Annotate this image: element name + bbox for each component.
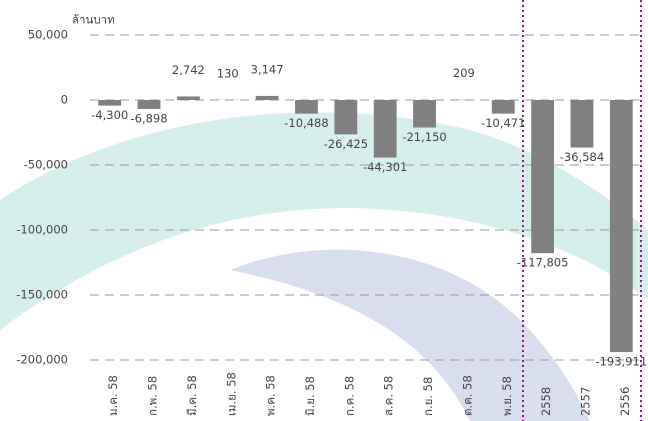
value-label: -36,584 — [560, 150, 604, 164]
x-tick-label: ต.ค. 58 — [460, 375, 474, 416]
x-tick-label: พ.ค. 58 — [264, 375, 278, 416]
x-tick-label: 2558 — [539, 387, 553, 416]
x-tick-label: มิ.ย. 58 — [303, 376, 317, 416]
x-tick-label: ก.พ. 58 — [146, 376, 160, 416]
y-tick-label: -100,000 — [16, 223, 68, 237]
value-label: -4,300 — [91, 108, 128, 122]
bar — [491, 100, 515, 114]
x-tick-label: ม.ค. 58 — [106, 375, 120, 416]
value-label: -10,471 — [481, 116, 525, 130]
x-tick-label: 2556 — [618, 387, 632, 416]
value-label: 130 — [217, 66, 239, 80]
value-label: -44,301 — [363, 160, 407, 174]
value-label: -26,425 — [324, 137, 368, 151]
bar — [295, 100, 318, 114]
bar — [98, 100, 122, 106]
y-tick-label: 50,000 — [28, 28, 68, 42]
value-label: 2,742 — [172, 63, 205, 77]
bar — [570, 100, 594, 148]
value-label: 209 — [453, 66, 475, 80]
background-swoosh — [0, 112, 648, 331]
bar — [609, 100, 633, 353]
y-tick-label: -150,000 — [16, 288, 68, 302]
x-tick-label: ก.ค. 58 — [342, 376, 356, 416]
x-tick-label: 2557 — [578, 387, 592, 416]
y-tick-label: -200,000 — [16, 353, 68, 367]
x-tick-label: พ.ย. 58 — [500, 376, 514, 416]
value-label: -193,911 — [595, 355, 647, 369]
x-tick-label: ก.ย. 58 — [421, 377, 435, 416]
value-label: -10,488 — [284, 116, 328, 130]
x-tick-label: เม.ย. 58 — [224, 372, 238, 416]
bar — [373, 100, 397, 158]
x-tick-label: มี.ค. 58 — [185, 375, 199, 416]
bar — [255, 95, 279, 100]
background-swoosh — [230, 249, 590, 421]
bar — [531, 100, 555, 254]
bar — [137, 100, 161, 109]
value-label: 3,147 — [251, 62, 284, 76]
bar — [176, 96, 200, 100]
bar — [413, 100, 436, 128]
y-axis-label: ล้านบาท — [72, 13, 115, 27]
x-tick-label: ส.ค. 58 — [382, 376, 396, 416]
y-tick-label: -50,000 — [24, 158, 68, 172]
bar — [334, 100, 358, 135]
y-tick-label: 0 — [61, 93, 68, 107]
value-label: -6,898 — [130, 111, 167, 125]
value-label: -21,150 — [402, 130, 446, 144]
value-label: -117,805 — [517, 256, 569, 270]
